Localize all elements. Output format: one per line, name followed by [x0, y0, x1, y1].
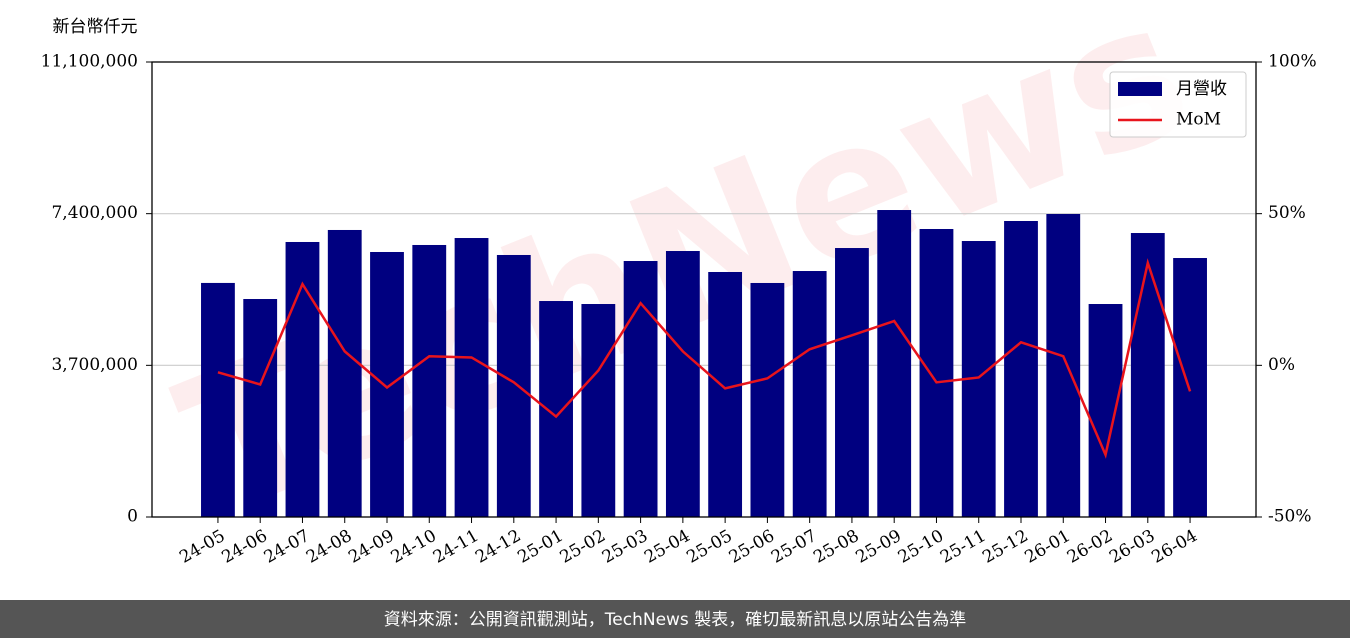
bar: [243, 299, 278, 517]
y-tick-label: 0: [127, 507, 138, 527]
y2-tick-label: -50%: [1268, 507, 1312, 527]
bar: [877, 210, 912, 517]
bar: [539, 301, 573, 517]
bar: [412, 244, 447, 518]
legend-label: MoM: [1176, 110, 1221, 130]
bar: [581, 304, 616, 517]
y-tick-label: 3,700,000: [51, 355, 138, 375]
bar: [201, 282, 235, 517]
y-tick-label: 7,400,000: [51, 203, 138, 223]
y2-tick-label: 100%: [1268, 52, 1317, 72]
footer-bar: [0, 600, 1350, 638]
mom-line: [217, 258, 1192, 459]
footer: 資料來源：公開資訊觀測站，TechNews 製表，確切最新訊息以原站公告為準: [384, 610, 966, 630]
bar: [285, 241, 320, 517]
bar: [496, 254, 531, 517]
plot-frame: [151, 61, 1257, 518]
bar: [792, 271, 827, 517]
bar: [1088, 304, 1123, 517]
bar: [708, 271, 743, 517]
y2-tick-label: 50%: [1268, 203, 1306, 223]
y2-tick-label: 0%: [1268, 355, 1295, 375]
bar: [665, 251, 700, 517]
legend-label: 月營收: [1176, 79, 1227, 99]
bar: [1046, 213, 1081, 517]
bar: [623, 261, 658, 517]
bar: [1004, 221, 1038, 517]
bar: [750, 282, 785, 517]
unit-label: 新台幣仟元: [53, 17, 138, 37]
y-tick-label: 11,100,000: [41, 52, 138, 72]
legend-swatch: [1118, 82, 1162, 96]
bar: [1130, 233, 1165, 518]
bar: [835, 248, 869, 517]
bar: [370, 251, 404, 518]
bar: [919, 228, 954, 517]
bar: [454, 238, 489, 517]
bar: [327, 229, 362, 517]
